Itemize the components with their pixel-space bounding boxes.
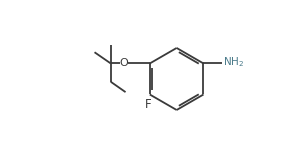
Text: F: F [145,98,151,111]
Text: O: O [120,58,129,69]
Text: NH$_2$: NH$_2$ [223,55,244,69]
